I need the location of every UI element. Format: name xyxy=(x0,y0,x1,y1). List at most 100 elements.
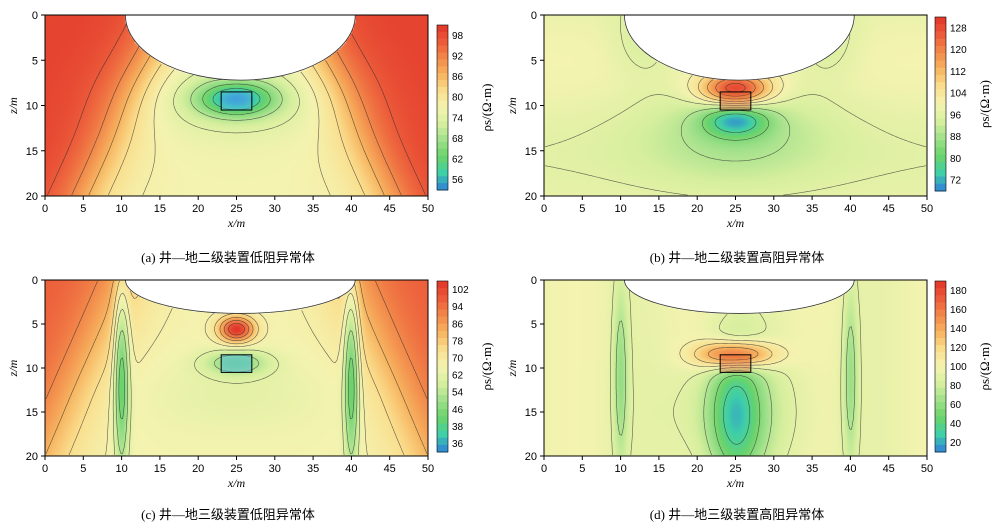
colorbar-swatch-d-13 xyxy=(935,373,946,382)
cavity-d xyxy=(624,279,855,314)
colorbar-tick-label-c-7: 46 xyxy=(452,405,464,416)
x-tick-label-a-9: 45 xyxy=(384,203,396,215)
caption-d: (d) 井—地三级装置高阻异常体 xyxy=(650,507,824,522)
panel-c: 0 5 10 15 20 25 30 35 40 45 50 0 5 10 15 20 x/m z/m 102 94 8… xyxy=(6,275,494,522)
y-tick-label-a-1: 5 xyxy=(32,55,38,67)
y-tick-label-a-4: 20 xyxy=(26,191,38,203)
colorbar-swatch-b-9 xyxy=(935,82,946,90)
colorbar-swatch-c-4 xyxy=(437,309,448,318)
x-tick-label-d-9: 45 xyxy=(883,463,895,475)
x-axis-label-b: x/m xyxy=(726,216,745,230)
y-tick-label-d-4: 20 xyxy=(525,451,537,463)
colorbar-swatch-c-9 xyxy=(437,345,448,353)
colorbar-swatch-d-23 xyxy=(935,444,946,453)
colorbar-swatch-d-4 xyxy=(935,309,946,318)
colorbar-swatch-c-8 xyxy=(437,338,448,346)
colorbar-swatch-a-2 xyxy=(437,38,448,47)
x-tick-label-c-2: 10 xyxy=(115,463,127,475)
colorbar-swatch-b-14 xyxy=(935,118,946,127)
colorbar-swatch-a-5 xyxy=(437,59,448,67)
y-axis-label-c: z/m xyxy=(6,359,20,377)
x-tick-label-b-10: 50 xyxy=(921,203,933,215)
colorbar-label-a: ρs/(Ω·m) xyxy=(479,84,494,132)
x-tick-label-c-3: 15 xyxy=(154,463,166,475)
colorbar-frame-c xyxy=(436,280,449,453)
colorbar-tick-label-a-4: 74 xyxy=(452,113,464,124)
x-tick-label-d-8: 40 xyxy=(844,463,856,475)
colorbar-tick-label-b-4: 96 xyxy=(950,110,962,121)
y-axis-label-d: z/m xyxy=(505,359,519,377)
y-tick-label-d-0: 0 xyxy=(531,275,537,287)
colorbar-swatch-b-18 xyxy=(935,147,946,156)
colorbar-tick-label-b-3: 104 xyxy=(950,89,967,100)
x-tick-label-c-6: 30 xyxy=(269,463,281,475)
x-tick-label-b-5: 25 xyxy=(729,203,741,215)
colorbar-swatch-a-1 xyxy=(437,31,448,40)
colorbar-tick-label-b-7: 72 xyxy=(950,176,962,187)
colorbar-tick-label-d-2: 140 xyxy=(950,324,967,335)
colorbar-tick-label-c-4: 70 xyxy=(452,353,464,364)
anomaly-box-a xyxy=(220,91,253,111)
x-tick-label-d-4: 20 xyxy=(691,463,703,475)
colorbar-swatch-c-5 xyxy=(437,316,448,325)
colorbar-tick-label-d-6: 60 xyxy=(950,400,962,411)
colorbar-swatch-c-3 xyxy=(437,302,448,310)
y-tick-label-b-1: 5 xyxy=(531,55,537,67)
y-tick-label-b-0: 0 xyxy=(531,10,537,22)
y-tick-label-c-2: 10 xyxy=(26,363,38,375)
y-tick-label-d-2: 10 xyxy=(525,363,537,375)
colorbar-swatch-b-21 xyxy=(935,169,946,177)
colorbar-swatch-c-21 xyxy=(437,430,448,439)
colorbar-tick-label-d-0: 180 xyxy=(950,286,967,297)
colorbar-swatch-c-13 xyxy=(437,373,448,382)
anomaly-box-d xyxy=(719,354,752,373)
colorbar-tick-label-a-2: 86 xyxy=(452,72,464,83)
colorbar-swatch-d-19 xyxy=(935,416,946,424)
y-tick-label-b-4: 20 xyxy=(525,191,537,203)
colorbar-swatch-a-16 xyxy=(437,135,448,143)
cavity-c xyxy=(125,279,356,314)
colorbar-swatch-c-0 xyxy=(437,281,448,289)
colorbar-swatch-a-4 xyxy=(437,52,448,60)
colorbar-tick-label-d-8: 20 xyxy=(950,438,962,449)
y-tick-label-c-1: 5 xyxy=(32,319,38,331)
colorbar-tick-label-c-9: 36 xyxy=(452,439,464,450)
colorbar-swatch-c-23 xyxy=(437,444,448,453)
colorbar-swatch-d-8 xyxy=(935,338,946,346)
colorbar-tick-label-b-0: 128 xyxy=(950,23,967,34)
colorbar-swatch-a-9 xyxy=(437,86,448,95)
y-tick-label-a-3: 15 xyxy=(26,146,38,158)
colorbar-swatch-d-5 xyxy=(935,316,946,325)
colorbar-swatch-b-10 xyxy=(935,89,946,98)
colorbar-swatch-c-10 xyxy=(437,352,448,360)
colorbar-swatch-b-13 xyxy=(935,111,946,119)
colorbar-tick-label-c-0: 102 xyxy=(452,285,469,296)
colorbar-tick-label-d-5: 80 xyxy=(950,381,962,392)
colorbar-swatch-a-3 xyxy=(437,45,448,53)
colorbar-swatch-d-15 xyxy=(935,387,946,396)
x-tick-label-d-3: 15 xyxy=(653,463,665,475)
x-axis-label-a: x/m xyxy=(227,216,246,230)
colorbar-swatch-d-1 xyxy=(935,288,946,296)
x-tick-label-b-8: 40 xyxy=(844,203,856,215)
colorbar-tick-label-c-1: 94 xyxy=(452,302,464,313)
colorbar-swatch-c-2 xyxy=(437,295,448,303)
colorbar-swatch-d-0 xyxy=(935,281,946,289)
colorbar-swatch-a-6 xyxy=(437,66,448,74)
x-tick-label-a-5: 25 xyxy=(230,203,242,215)
x-tick-label-a-8: 40 xyxy=(345,203,357,215)
colorbar-swatch-d-14 xyxy=(935,380,946,389)
colorbar-swatch-d-12 xyxy=(935,366,946,375)
x-axis-label-c: x/m xyxy=(227,476,246,490)
colorbar-swatch-a-22 xyxy=(437,176,448,184)
x-tick-label-b-4: 20 xyxy=(691,203,703,215)
colorbar-swatch-c-12 xyxy=(437,366,448,375)
x-tick-label-b-9: 45 xyxy=(883,203,895,215)
colorbar-tick-label-c-8: 38 xyxy=(452,422,464,433)
colorbar-swatch-a-19 xyxy=(437,155,448,163)
colorbar-swatch-a-13 xyxy=(437,114,448,122)
x-tick-label-b-1: 5 xyxy=(579,203,585,215)
colorbar-swatch-d-21 xyxy=(935,430,946,439)
colorbar-swatch-c-11 xyxy=(437,359,448,367)
colorbar-swatch-b-5 xyxy=(935,53,946,61)
